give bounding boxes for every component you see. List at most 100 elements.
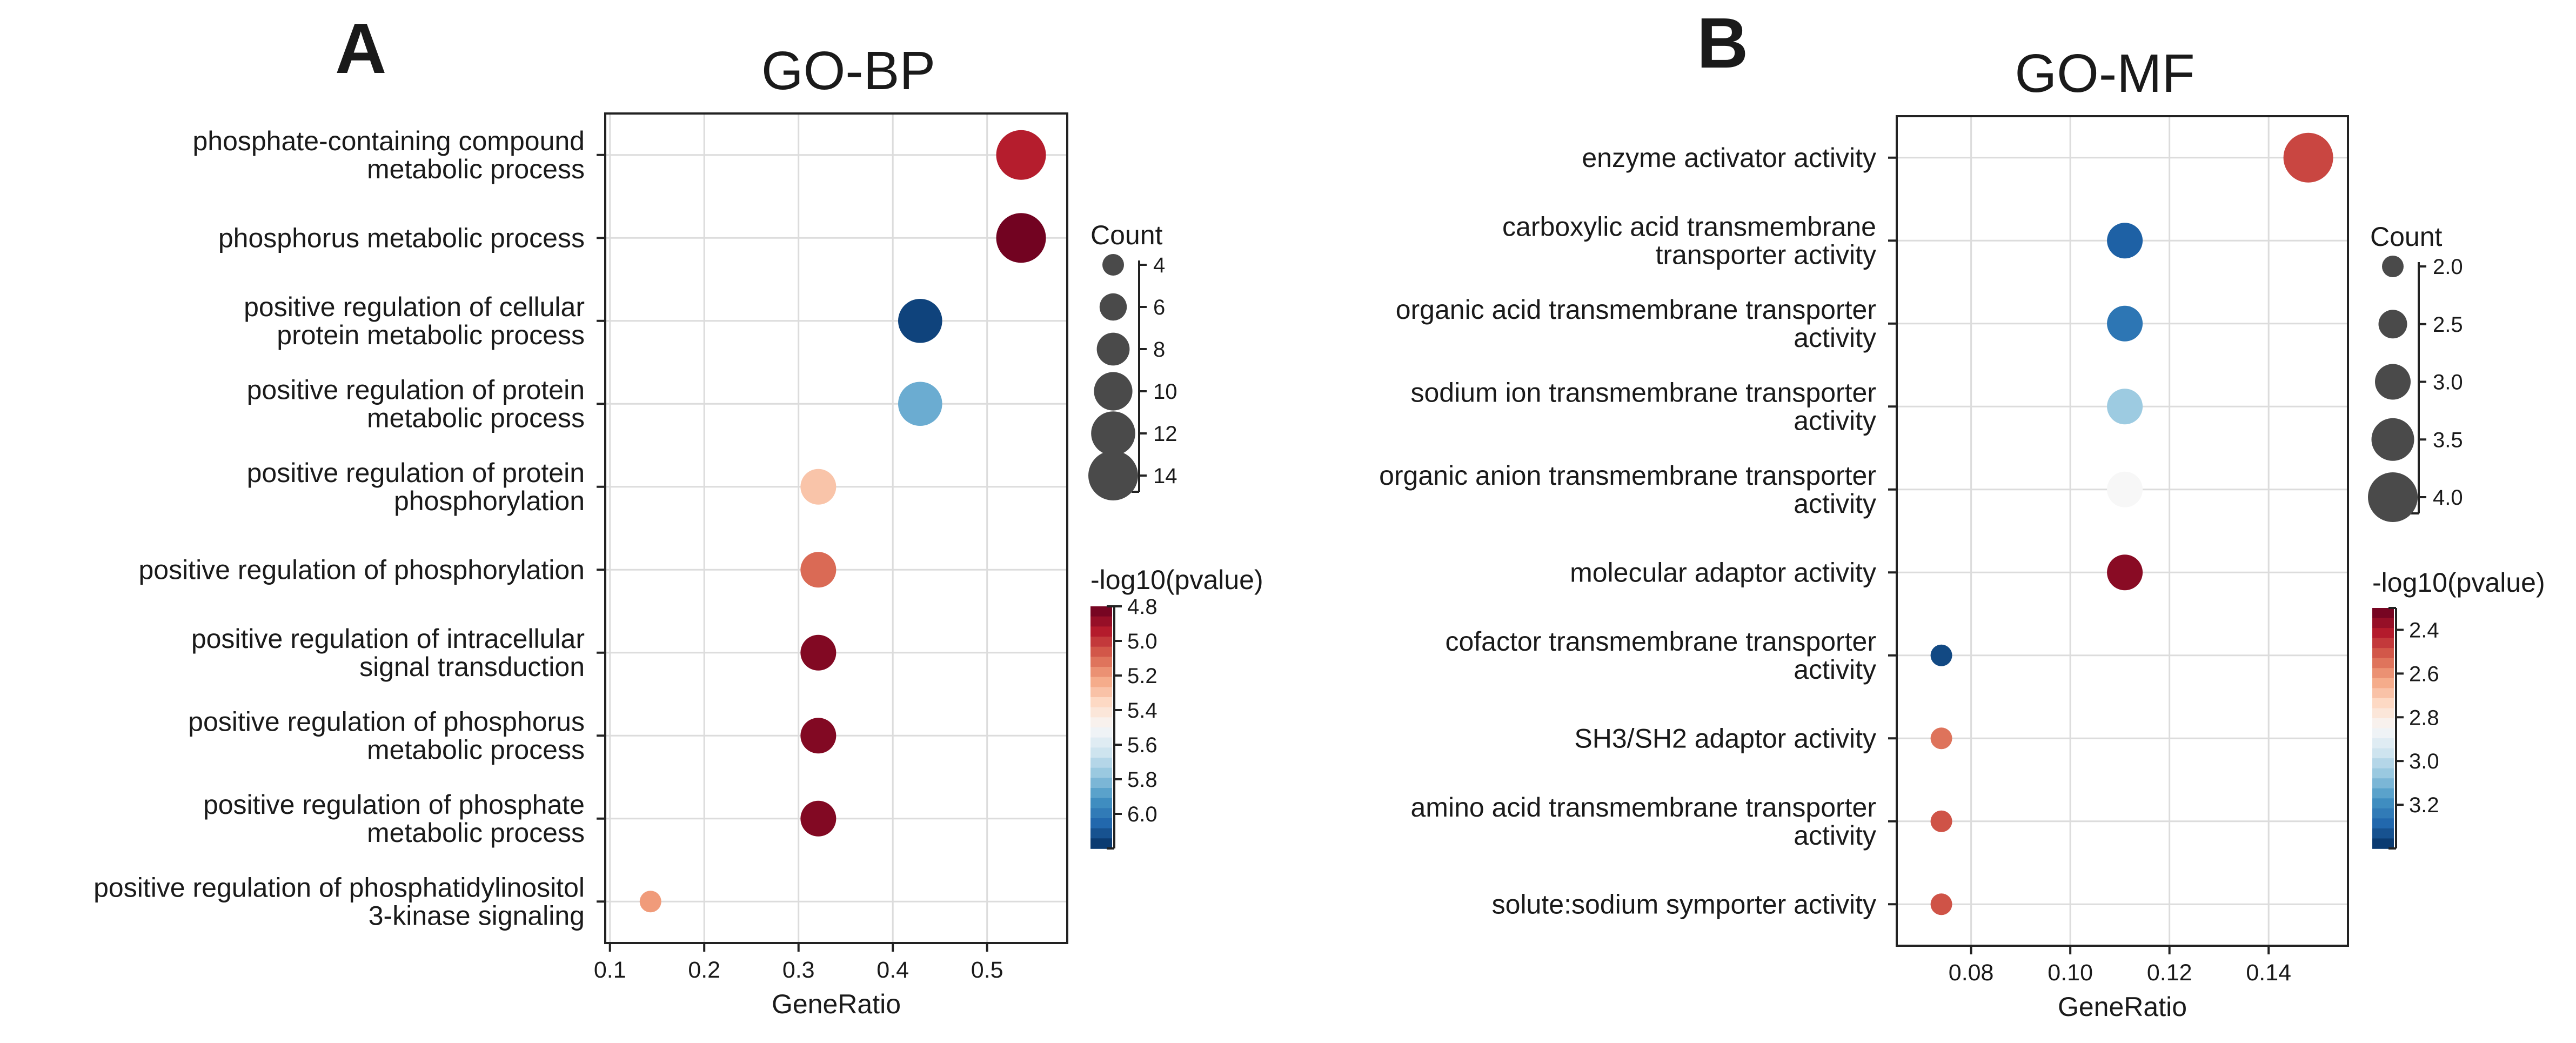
colorbar-segment	[2372, 688, 2394, 699]
x-tick-label: 0.1	[594, 957, 626, 983]
category-label: protein metabolic process	[277, 320, 585, 350]
data-point	[2107, 305, 2143, 342]
colorbar-segment	[1090, 818, 1112, 829]
colorbar-segment	[1090, 798, 1112, 809]
category-label: phosphate-containing compound	[192, 126, 585, 156]
colorbar-segment	[2372, 678, 2394, 689]
colorbar-segment	[1090, 727, 1112, 738]
category-label: positive regulation of protein	[247, 458, 585, 488]
colorbar-segment	[1090, 697, 1112, 708]
colorbar-segment	[2372, 728, 2394, 739]
colorbar-segment	[1090, 657, 1112, 667]
x-tick-label: 0.3	[782, 957, 815, 983]
size-legend-point	[2382, 256, 2404, 277]
color-legend-title: -log10(pvalue)	[1090, 565, 1263, 595]
colorbar-label: 2.4	[2409, 618, 2439, 642]
data-point	[2107, 471, 2143, 507]
colorbar-label: 4.8	[1127, 595, 1157, 619]
colorbar-segment	[1090, 687, 1112, 698]
panel-a: A GO-BP 0.1 0.2 0.3 0.4 0.5 GeneRatio phosphate-…	[93, 9, 1263, 1019]
x-tick-label: 0.4	[876, 957, 909, 983]
colorbar-segment	[2372, 818, 2394, 829]
colorbar-segment	[1090, 606, 1112, 617]
x-axis-label: GeneRatio	[2058, 992, 2187, 1022]
colorbar-segment	[2372, 788, 2394, 799]
panel-letter: B	[1697, 3, 1748, 83]
category-label: SH3/SH2 adaptor activity	[1574, 723, 1876, 753]
data-point	[800, 800, 837, 837]
data-point	[1930, 644, 1952, 666]
category-label: activity	[1794, 489, 1876, 519]
data-point	[1930, 727, 1952, 750]
x-tick-label: 0.2	[688, 957, 720, 983]
category-label: metabolic process	[367, 154, 585, 184]
size-legend-point	[2375, 364, 2411, 400]
data-point	[800, 634, 837, 671]
size-legend-label: 2.5	[2433, 313, 2463, 337]
x-tick-label: 0.14	[2246, 960, 2291, 986]
data-point	[996, 213, 1046, 263]
colorbar-segment	[1090, 637, 1112, 647]
colorbar-segment	[2372, 798, 2394, 809]
category-label: activity	[1794, 654, 1876, 685]
colorbar-segment	[2372, 718, 2394, 729]
colorbar-segment	[1090, 626, 1112, 637]
colorbar-segment	[2372, 838, 2394, 849]
size-legend-point	[2371, 418, 2414, 461]
size-legend-point	[1088, 451, 1138, 500]
data-point	[1930, 893, 1952, 915]
colorbar-segment	[2372, 748, 2394, 759]
category-label: positive regulation of phosphorylation	[138, 554, 585, 585]
colorbar-segment	[1090, 717, 1112, 728]
data-point	[2107, 554, 2143, 591]
size-legend-label: 3.5	[2433, 428, 2463, 452]
data-point	[1930, 810, 1952, 832]
colorbar-segment	[2372, 618, 2394, 629]
colorbar-segment	[2372, 828, 2394, 839]
colorbar-segment	[1090, 747, 1112, 758]
x-tick-label: 0.08	[1949, 960, 1994, 986]
category-label: organic acid transmembrane transporter	[1396, 295, 1876, 325]
colorbar-segment	[1090, 838, 1112, 849]
x-tick-label: 0.10	[2048, 960, 2093, 986]
colorbar-segment	[1090, 646, 1112, 658]
data-point	[2107, 223, 2143, 259]
x-axis-label: GeneRatio	[772, 989, 901, 1019]
size-legend-label: 6	[1153, 296, 1165, 319]
chart-title: GO-MF	[2015, 43, 2194, 104]
data-point	[898, 298, 942, 343]
panel-letter: A	[335, 9, 386, 88]
colorbar-segment	[1090, 778, 1112, 788]
colorbar-segment	[1090, 677, 1112, 688]
colorbar-label: 5.8	[1127, 768, 1157, 792]
data-point	[2107, 389, 2143, 425]
category-label: 3-kinase signaling	[369, 900, 585, 931]
category-label: metabolic process	[367, 403, 585, 433]
colorbar-segment	[2372, 778, 2394, 789]
data-point	[800, 552, 837, 588]
size-legend-label: 8	[1153, 338, 1165, 362]
category-label: amino acid transmembrane transporter	[1411, 792, 1877, 823]
category-label: positive regulation of cellular	[244, 292, 585, 322]
colorbar-label: 2.8	[2409, 706, 2439, 730]
size-legend-label: 2.0	[2433, 255, 2463, 279]
colorbar-segment	[1090, 828, 1112, 839]
colorbar-label: 5.4	[1127, 699, 1157, 723]
size-legend-point	[1096, 332, 1130, 366]
colorbar-segment	[1090, 616, 1112, 627]
category-label: sodium ion transmembrane transporter	[1411, 377, 1877, 407]
colorbar-label: 6.0	[1127, 803, 1157, 826]
size-legend-point	[1091, 411, 1135, 456]
colorbar-label: 3.0	[2409, 750, 2439, 773]
category-label: molecular adaptor activity	[1570, 557, 1876, 587]
category-label: carboxylic acid transmembrane	[1502, 211, 1876, 242]
colorbar-segment	[2372, 668, 2394, 679]
category-label: activity	[1794, 323, 1876, 353]
category-label: positive regulation of protein	[247, 375, 585, 405]
x-tick-label: 0.5	[971, 957, 1003, 983]
size-legend-label: 14	[1153, 464, 1177, 488]
colorbar-segment	[2372, 768, 2394, 779]
data-point	[800, 469, 837, 505]
category-label: cofactor transmembrane transporter	[1445, 626, 1876, 657]
